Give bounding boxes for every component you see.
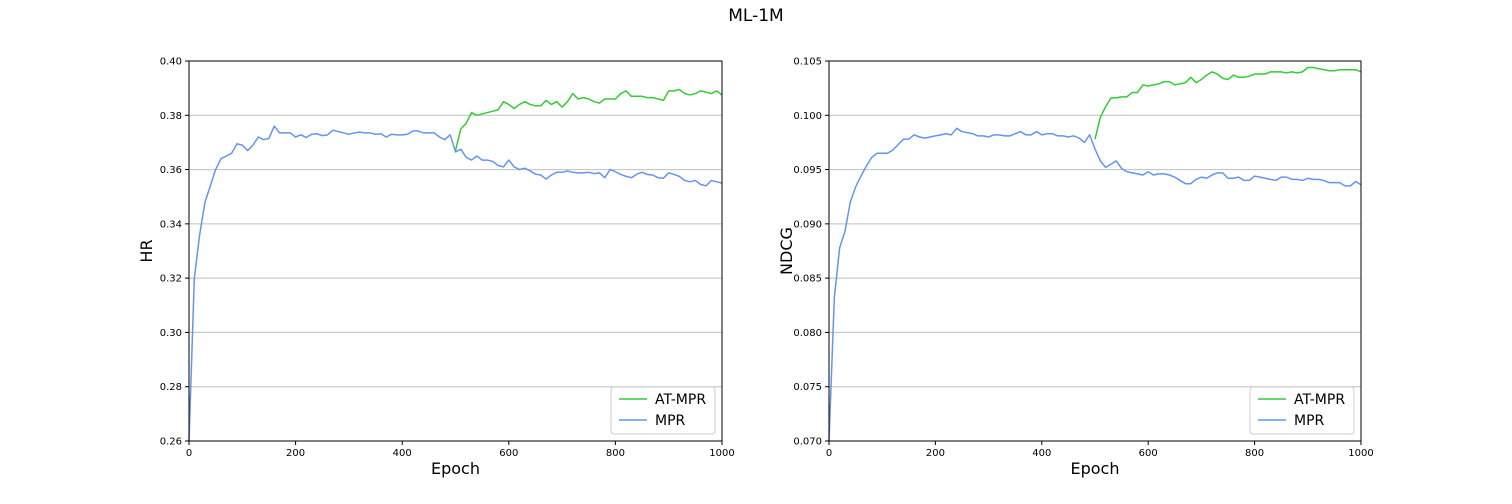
x-tick-label: 1000 — [1348, 448, 1373, 459]
chart-ndcg: 0 200 400 600 800 1000 0.070 0.075 0.080 0.085 0.0… — [777, 57, 1374, 479]
x-tick-label: 400 — [393, 448, 412, 459]
x-tick-label: 600 — [1139, 448, 1158, 459]
y-tick-label: 0.30 — [160, 328, 182, 339]
x-tick-label: 800 — [1245, 448, 1264, 459]
x-tick-label: 200 — [286, 448, 305, 459]
x-tick-label: 1000 — [709, 448, 734, 459]
legend-label-at-mpr: AT-MPR — [655, 392, 706, 408]
chart-hr: 0 200 400 600 800 1000 0.26 0.28 0.30 0.32 0.34 0.3… — [137, 57, 735, 479]
plot-frame — [188, 60, 723, 442]
plot-frame — [828, 60, 1362, 442]
x-tick-label: 0 — [186, 448, 192, 459]
y-tick-label: 0.100 — [793, 111, 822, 122]
x-tick-label: 800 — [606, 448, 625, 459]
x-tick-label: 200 — [926, 448, 945, 459]
y-axis-label: HR — [137, 239, 156, 262]
y-tick-label: 0.38 — [160, 111, 182, 122]
y-tick-label: 0.080 — [793, 328, 822, 339]
y-tick-label: 0.105 — [793, 57, 822, 68]
x-tick-label: 600 — [499, 448, 518, 459]
legend-label-mpr: MPR — [655, 413, 686, 429]
x-tick-label: 0 — [826, 448, 832, 459]
y-tick-label: 0.090 — [793, 219, 822, 230]
x-axis-label: Epoch — [431, 459, 480, 478]
y-tick-label: 0.32 — [160, 274, 182, 285]
legend: AT-MPR MPR — [610, 386, 716, 435]
x-axis-label: Epoch — [1071, 459, 1120, 478]
series-line-mpr — [188, 125, 723, 442]
x-tick-label: 400 — [1032, 448, 1051, 459]
figure-title: ML-1M — [728, 6, 784, 26]
y-tick-label: 0.36 — [160, 165, 182, 176]
y-tick-label: 0.34 — [160, 219, 182, 230]
y-tick-label: 0.075 — [793, 382, 822, 393]
y-tick-label: 0.28 — [160, 382, 182, 393]
series-line-at-mpr — [454, 88, 723, 151]
series-line-at-mpr — [1094, 66, 1362, 140]
y-tick-label: 0.40 — [160, 57, 182, 68]
y-axis-label: NDCG — [777, 227, 796, 275]
y-tick-label: 0.095 — [793, 165, 822, 176]
y-tick-label: 0.070 — [793, 437, 822, 448]
legend: AT-MPR MPR — [1249, 386, 1355, 435]
legend-label-mpr: MPR — [1294, 413, 1325, 429]
y-tick-label: 0.26 — [160, 437, 182, 448]
y-tick-label: 0.085 — [793, 274, 822, 285]
series-line-mpr — [828, 127, 1362, 442]
legend-label-at-mpr: AT-MPR — [1294, 392, 1345, 408]
